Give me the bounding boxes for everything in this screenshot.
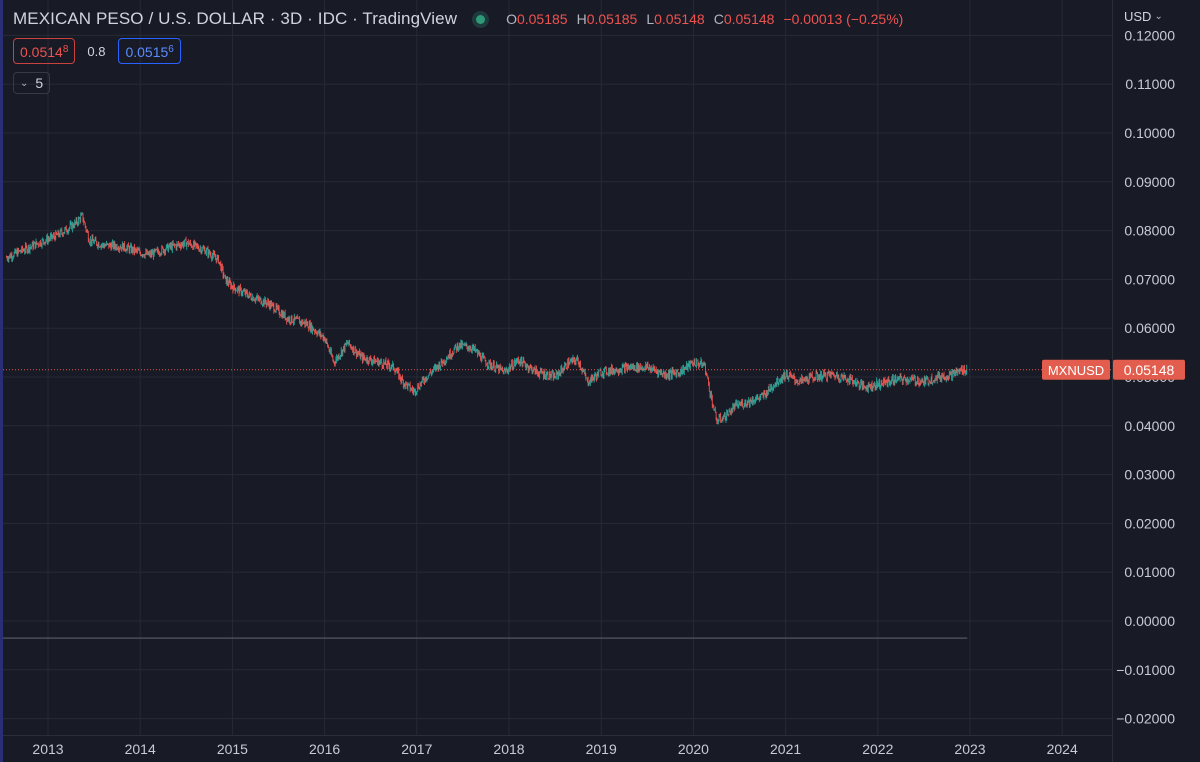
x-tick-label: 2013 <box>32 741 63 757</box>
close-label: C <box>713 11 724 27</box>
x-tick-label: 2014 <box>125 741 156 757</box>
price-axis-bg <box>1112 0 1200 762</box>
currency-dropdown[interactable]: USD ⌄ <box>1124 9 1163 24</box>
spread-value: 0.8 <box>87 43 106 59</box>
pane-left-border <box>0 0 3 762</box>
sell-price-sup: 8 <box>62 44 69 55</box>
x-tick-label: 2024 <box>1047 741 1078 757</box>
x-tick-label: 2021 <box>770 741 801 757</box>
y-tick-label: 0.03000 <box>1124 467 1175 483</box>
y-tick-label: −0.01000 <box>1116 662 1175 678</box>
indicators-collapse-button[interactable]: ⌄ 5 <box>13 72 51 94</box>
buy-button[interactable]: 0.05156 <box>118 38 181 64</box>
y-tick-label: 0.04000 <box>1124 418 1175 434</box>
x-tick-label: 2016 <box>309 741 340 757</box>
candles <box>6 212 968 425</box>
currency-label: USD <box>1124 9 1152 24</box>
x-tick-label: 2017 <box>401 741 432 757</box>
y-tick-label: 0.11000 <box>1125 76 1175 92</box>
last-price-tag-bg <box>1113 359 1185 380</box>
last-price-tag-label: 0.05148 <box>1124 362 1175 378</box>
sell-button[interactable]: 0.05148 <box>13 38 76 64</box>
chevron-down-icon: ⌄ <box>1154 11 1163 22</box>
x-tick-label: 2022 <box>862 741 893 757</box>
time-axis-bg <box>0 735 1112 762</box>
y-tick-label: 0.10000 <box>1124 125 1175 141</box>
ohlc-values: O 0.05185 H 0.05185 L 0.05148 C 0.05148 … <box>506 11 903 27</box>
chevron-down-icon: ⌄ <box>20 77 29 89</box>
high-value: 0.05185 <box>586 11 638 27</box>
y-tick-label: 0.12000 <box>1124 27 1175 43</box>
y-tick-label: 0.00000 <box>1124 613 1175 629</box>
symbol-tag-label: MXNUSD <box>1048 363 1104 378</box>
x-tick-label: 2015 <box>217 741 248 757</box>
grid-lines <box>3 0 1112 735</box>
buy-price-sup: 6 <box>168 44 174 55</box>
y-tick-label: 0.08000 <box>1124 223 1175 239</box>
y-tick-label: 0.06000 <box>1124 320 1175 336</box>
open-value: 0.05185 <box>516 11 568 27</box>
low-label: L <box>646 11 655 27</box>
symbol-title[interactable]: MEXICAN PESO / U.S. DOLLAR · 3D · IDC · … <box>13 9 458 28</box>
trade-buttons: 0.05148 0.8 0.05156 <box>13 38 181 64</box>
y-tick-label: 0.07000 <box>1124 271 1175 287</box>
high-label: H <box>576 11 587 27</box>
open-label: O <box>506 11 517 27</box>
sell-price: 0.0514 <box>20 44 63 60</box>
symbol-tag-bg <box>1042 359 1110 380</box>
y-tick-label: 0.02000 <box>1124 515 1175 531</box>
indicator-count: 5 <box>35 75 44 91</box>
y-tick-label: −0.02000 <box>1116 711 1175 727</box>
change-value: −0.00013 (−0.25%) <box>783 11 904 27</box>
low-value: 0.05148 <box>654 11 705 27</box>
y-tick-label: 0.01000 <box>1124 564 1175 580</box>
close-value: 0.05148 <box>723 11 775 27</box>
time-axis[interactable]: 2013 2014 2015 2016 2017 2018 2019 2020 2021 2022… <box>0 735 1112 762</box>
x-tick-label: 2023 <box>954 741 985 757</box>
x-tick-label: 2019 <box>586 741 617 757</box>
symbol-legend[interactable]: MEXICAN PESO / U.S. DOLLAR · 3D · IDC · … <box>13 9 903 29</box>
price-axis[interactable]: 0.12000 0.11000 0.10000 0.09000 0.08000 0.070… <box>1112 0 1200 762</box>
last-price-tags: MXNUSD 0.05148 <box>1042 359 1185 380</box>
y-tick-label: 0.09000 <box>1124 174 1175 190</box>
x-tick-label: 2018 <box>493 741 524 757</box>
buy-price: 0.0515 <box>125 44 169 60</box>
x-tick-label: 2020 <box>678 741 709 757</box>
market-status-icon[interactable] <box>476 14 486 24</box>
